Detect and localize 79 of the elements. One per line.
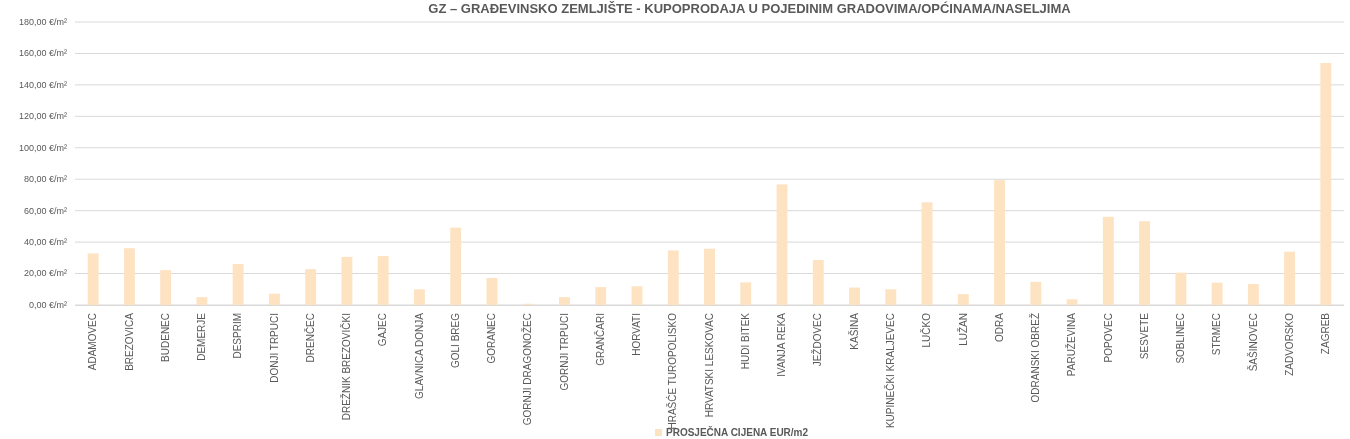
bar [921,202,933,305]
bar [268,293,280,305]
bar [414,289,425,305]
bar [450,227,462,305]
x-tick-label: BREZOVICA [123,312,135,371]
x-tick-label: ODRANSKI OBREŽ [1029,313,1042,403]
x-tick-label: SOBLINEC [1175,313,1187,364]
x-tick-label: GRANČARI [593,313,606,366]
bar [486,277,498,305]
x-tick-label: GORNJI DRAGONOŽEC [521,313,534,426]
bar [776,184,788,305]
x-tick-label: GLAVNICA DONJA [413,312,425,399]
bar [849,287,860,305]
x-tick-label: ODRA [993,312,1005,342]
y-tick-label: 80,00 €/m² [23,174,67,185]
bar [994,180,1005,305]
x-tick-label: LUŽAN [956,313,969,346]
chart-title: GZ – GRAĐEVINSKO ZEMLJIŠTE - KUPOPRODAJA U POJEDINIM GRADOVIMA/OPĆINAMA/NASELJIMA [428,1,1072,16]
y-tick-label: 100,00 €/m² [18,142,67,153]
x-tick-label: DESPRIM [232,313,244,359]
x-tick-label: BUDENEC [159,313,171,362]
bar [123,248,135,305]
bar [1139,221,1151,305]
bar [1284,251,1296,305]
x-tick-label: IVANJA REKA [776,312,788,377]
x-tick-label: SESVETE [1138,312,1150,360]
bar [1175,272,1187,305]
x-tick-label: HRVATSKI LESKOVAC [703,313,715,418]
bar [1066,299,1078,305]
bar [341,256,353,305]
bar [812,260,824,305]
bar [1211,282,1223,305]
bar [377,256,389,305]
x-tick-label: DONJI TRPUCI [268,313,280,383]
bar [1030,281,1042,305]
bar [1320,63,1332,305]
x-tick-label: LUČKO [920,312,933,348]
x-tick-label: ZADVORSKO [1283,312,1295,376]
x-tick-label: GORNJI TRPUCI [558,313,570,391]
x-tick-label: ZAGREB [1320,312,1332,355]
x-tick-label: JEŽDOVEC [811,313,824,367]
x-tick-label: PARUŽEVINA [1065,312,1078,377]
x-tick-label: DRENČEC [303,313,316,363]
bar [957,294,969,305]
x-tick-label: KUPINEČKI KRALJEVEC [883,313,896,429]
bar [704,248,715,305]
bar [631,286,643,305]
y-tick-label: 140,00 €/m² [18,79,67,90]
y-tick-label: 0,00 €/m² [28,299,67,310]
bar [1102,216,1114,305]
x-tick-label: POPOVEC [1102,313,1114,363]
bar [595,287,607,305]
bar [232,263,244,305]
x-tick-label: GORANEC [486,313,498,364]
y-tick-label: 20,00 €/m² [23,268,67,279]
bar [740,282,752,305]
x-tick-label: HUDI BITEK [739,312,751,370]
y-tick-label: 40,00 €/m² [23,236,67,247]
x-tick-label: KAŠINA [847,312,860,350]
bar [1247,284,1259,305]
bar [160,270,172,305]
x-tick-label: GOLI BREG [449,312,461,369]
y-tick-label: 120,00 €/m² [18,111,67,122]
x-tick-label: ŠAŠINOVEC [1246,313,1259,372]
y-tick-label: 180,00 €/m² [18,16,67,27]
bar [305,269,317,305]
x-tick-label: DEMERJE [196,312,208,361]
x-tick-label: HORVATI [631,313,643,356]
x-tick-label: GAJEC [377,313,389,347]
y-tick-label: 60,00 €/m² [23,205,67,216]
bar [559,297,570,305]
bar [196,297,208,305]
x-tick-label: DREŽNIK BREZOVIČKI [340,313,353,421]
x-tick-label: STRMEC [1211,313,1223,356]
x-tick-label: ADAMOVEC [87,313,99,371]
bar [885,289,897,305]
y-tick-label: 160,00 €/m² [18,48,67,59]
bar [667,250,679,305]
bar [87,253,99,305]
